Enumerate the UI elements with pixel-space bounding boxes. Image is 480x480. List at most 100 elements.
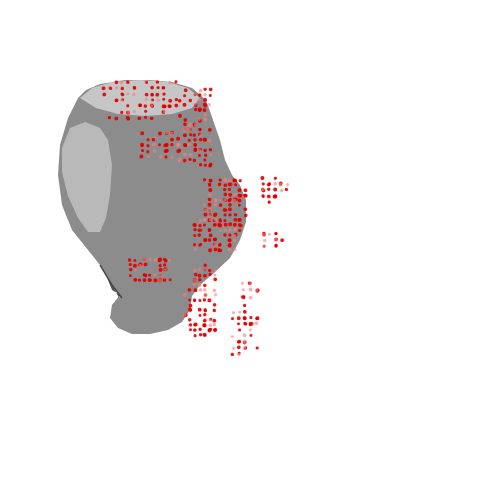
point-cloud-dot: [249, 316, 253, 320]
point-cloud-dot: [214, 198, 218, 202]
point-cloud-dot: [198, 224, 202, 228]
point-cloud-dot: [140, 149, 145, 153]
point-cloud-dot: [286, 182, 290, 187]
point-cloud-dot: [146, 138, 150, 142]
point-cloud-dot: [228, 192, 233, 197]
point-cloud-dot: [236, 345, 241, 350]
point-cloud-dot: [192, 133, 196, 137]
point-cloud-dot: [140, 131, 145, 136]
point-cloud-dot: [193, 92, 197, 96]
point-cloud-dot: [188, 98, 192, 103]
point-cloud-dot: [114, 80, 119, 85]
point-cloud-dot: [241, 295, 246, 299]
point-cloud-dot: [188, 152, 193, 157]
point-cloud-dot: [115, 86, 119, 90]
point-cloud-dot: [158, 257, 163, 262]
point-cloud-dot: [203, 283, 207, 288]
point-cloud-dot: [207, 128, 212, 132]
point-cloud-dot: [142, 273, 146, 277]
point-cloud-dot: [228, 222, 233, 227]
point-cloud-dot: [248, 322, 253, 326]
point-cloud-dot: [223, 228, 228, 232]
point-cloud-dot: [207, 238, 212, 242]
point-cloud-dot: [193, 334, 197, 338]
point-cloud-dot: [212, 322, 217, 327]
point-cloud-dot: [193, 107, 198, 112]
point-cloud-dot: [236, 316, 241, 321]
point-cloud-dot: [208, 248, 213, 253]
point-cloud-dot: [158, 131, 162, 136]
point-cloud-dot: [202, 332, 207, 337]
point-cloud-dot: [237, 188, 242, 193]
point-cloud-dot: [174, 97, 179, 102]
point-cloud-dot: [178, 113, 182, 118]
point-cloud-dot: [126, 104, 130, 108]
point-cloud-dot: [164, 155, 168, 159]
point-cloud-dot: [223, 219, 227, 223]
point-cloud-dot: [199, 242, 203, 246]
point-cloud-dot: [207, 103, 211, 107]
point-cloud-dot: [218, 198, 222, 202]
point-cloud-dot: [228, 203, 232, 207]
point-cloud-dot: [143, 104, 147, 108]
point-cloud-dot: [198, 299, 202, 302]
point-cloud-dot: [144, 92, 149, 97]
point-cloud-dot: [192, 158, 197, 163]
point-cloud-dot: [162, 104, 167, 109]
point-cloud-dot: [158, 273, 163, 278]
point-cloud-dot: [213, 247, 218, 252]
point-cloud-dot: [168, 278, 172, 282]
point-cloud-dot: [151, 142, 156, 147]
point-cloud-dot: [164, 148, 169, 153]
mesh-crease: [99, 264, 123, 299]
point-cloud-dot: [164, 268, 167, 271]
point-cloud-dot: [248, 328, 252, 332]
point-cloud-dot: [188, 122, 193, 127]
point-cloud-dot: [208, 163, 212, 168]
point-cloud-dot: [153, 257, 158, 262]
point-cloud-dot: [213, 212, 218, 217]
point-cloud-dot: [214, 293, 218, 297]
point-cloud-dot: [227, 247, 232, 252]
point-cloud-dot: [237, 218, 242, 222]
point-cloud-dot: [212, 223, 216, 227]
point-cloud-dot: [243, 303, 247, 308]
point-cloud-dot: [193, 268, 197, 273]
point-cloud-dot: [162, 278, 167, 282]
point-cloud-dot: [273, 176, 277, 180]
point-cloud-dot: [134, 268, 137, 272]
point-cloud-dot: [280, 238, 284, 243]
point-cloud-dot: [213, 277, 218, 282]
point-cloud-dot: [102, 92, 107, 97]
point-cloud-dot: [143, 115, 148, 119]
point-cloud-dot: [203, 148, 207, 153]
point-cloud-dot: [163, 263, 167, 267]
point-cloud-dot: [213, 269, 217, 273]
point-cloud-dot: [188, 308, 193, 312]
point-cloud-dot: [126, 80, 130, 84]
point-cloud-dot: [126, 116, 131, 121]
point-cloud-dot: [151, 138, 156, 142]
point-cloud-dot: [227, 182, 232, 187]
point-cloud-dot: [158, 155, 163, 159]
point-cloud-dot: [248, 281, 252, 285]
point-cloud-dot: [143, 262, 148, 267]
point-cloud-dot: [208, 272, 212, 277]
point-cloud-dot: [176, 149, 181, 154]
point-cloud-dot: [237, 353, 241, 357]
point-cloud-dot: [231, 311, 236, 315]
point-cloud-dot: [152, 273, 157, 277]
point-cloud-dot: [183, 133, 187, 137]
point-cloud-dot: [208, 94, 212, 97]
point-cloud-dot: [223, 222, 228, 227]
point-cloud-dot: [188, 157, 192, 162]
point-cloud-dot: [162, 110, 166, 114]
point-cloud-dot: [228, 238, 232, 243]
point-cloud-dot: [273, 237, 278, 242]
point-cloud-dot: [207, 197, 212, 202]
point-cloud-dot: [156, 86, 160, 90]
point-cloud-dot: [132, 110, 136, 114]
point-cloud-dot: [198, 283, 202, 287]
point-cloud-dot: [219, 229, 223, 232]
point-cloud-dot: [182, 102, 187, 107]
